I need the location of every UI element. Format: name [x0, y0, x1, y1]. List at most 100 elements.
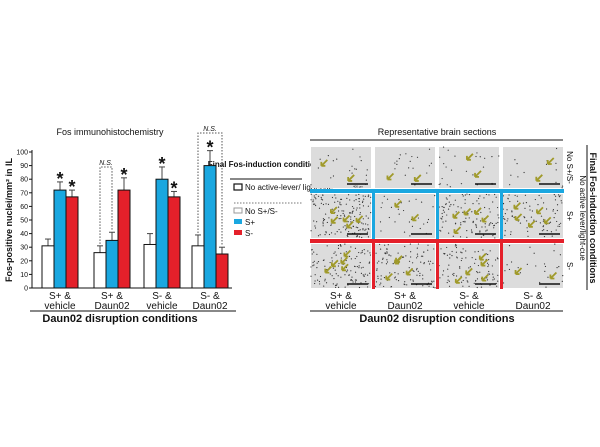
fos-nucleus: [310, 230, 312, 232]
fos-nucleus: [337, 265, 340, 267]
fos-nucleus: [453, 274, 455, 277]
fos-nucleus: [313, 195, 315, 197]
fos-nucleus: [368, 261, 371, 263]
fos-nucleus: [312, 261, 314, 264]
fos-nucleus: [335, 286, 337, 288]
fos-nucleus: [340, 204, 342, 206]
fos-nucleus: [560, 200, 562, 202]
fos-nucleus: [449, 186, 451, 188]
ns-label: N.S.: [203, 126, 217, 133]
fos-nucleus: [344, 225, 346, 227]
fos-nucleus: [351, 279, 353, 282]
fos-nucleus: [453, 272, 455, 275]
fos-nucleus: [383, 285, 385, 288]
fos-nucleus: [504, 213, 506, 215]
fos-nucleus: [476, 152, 478, 154]
sections-row-group-label: No active lever/light-cue: [578, 175, 587, 261]
fos-nucleus: [506, 220, 508, 222]
s-minus-column-line: [500, 239, 503, 289]
fos-nucleus: [438, 206, 440, 208]
fos-nucleus: [556, 209, 558, 212]
fos-nucleus: [492, 234, 494, 237]
fos-nucleus: [535, 265, 537, 267]
fos-nucleus: [341, 210, 343, 212]
fos-nucleus: [427, 249, 429, 251]
fos-nucleus: [488, 194, 490, 196]
fos-nucleus: [379, 248, 382, 250]
fos-nucleus: [337, 210, 340, 212]
fos-nucleus: [497, 221, 499, 224]
fos-nucleus: [502, 282, 505, 284]
sections-row-title: Final Fos-induction conditions: [588, 153, 598, 284]
fos-nucleus: [462, 248, 464, 250]
fos-nucleus: [351, 205, 354, 208]
fos-nucleus: [332, 175, 335, 177]
fos-nucleus: [526, 263, 528, 265]
fos-nucleus: [513, 216, 515, 218]
fos-nucleus: [325, 232, 327, 234]
bar-0-1: [93, 252, 107, 289]
fos-nucleus: [381, 202, 383, 204]
fos-nucleus: [525, 202, 528, 204]
fos-nucleus: [345, 229, 347, 231]
fos-nucleus: [325, 282, 328, 284]
fos-nucleus: [438, 183, 440, 186]
fos-nucleus: [316, 221, 318, 223]
legend-swatch: [234, 230, 242, 235]
fos-nucleus: [486, 229, 488, 231]
brain-section-image: [502, 194, 563, 238]
fos-nucleus: [366, 169, 368, 171]
y-tick-label: 100: [16, 150, 28, 157]
fos-nucleus: [494, 193, 496, 196]
fos-nucleus: [316, 267, 318, 269]
fos-nucleus: [375, 281, 378, 283]
fos-nucleus: [390, 206, 393, 208]
fos-nucleus: [405, 153, 407, 155]
fos-nucleus: [354, 271, 357, 273]
fos-nucleus: [447, 149, 449, 151]
y-tick-label: 10: [20, 272, 28, 279]
fos-nucleus: [453, 204, 455, 206]
fos-nucleus: [492, 201, 494, 203]
bar-0-0: [41, 245, 55, 289]
fos-nucleus: [354, 281, 357, 283]
fos-nucleus: [549, 221, 552, 223]
fos-nucleus: [446, 184, 448, 186]
category-label-line2: vehicle: [44, 301, 76, 312]
fos-nucleus: [465, 217, 467, 219]
sections-title: Representative brain sections: [378, 127, 497, 137]
fos-nucleus: [442, 221, 444, 223]
fos-nucleus: [342, 212, 344, 215]
fos-nucleus: [555, 162, 557, 164]
fos-nucleus: [396, 163, 398, 165]
fos-nucleus: [529, 246, 531, 248]
fos-nucleus: [492, 279, 494, 281]
fos-nucleus: [417, 217, 420, 219]
section-background: [311, 244, 371, 288]
fos-nucleus: [339, 244, 341, 246]
scale-bar-label: 400 µm: [353, 185, 364, 189]
fos-nucleus: [394, 276, 397, 278]
section-background: [311, 147, 371, 188]
fos-nucleus: [467, 281, 469, 283]
fos-nucleus: [344, 243, 346, 245]
fos-nucleus: [350, 218, 352, 220]
fos-nucleus: [511, 210, 513, 212]
fos-nucleus: [383, 195, 385, 197]
fos-nucleus: [491, 156, 493, 158]
fos-nucleus: [471, 211, 473, 213]
fos-nucleus: [460, 281, 463, 283]
fos-nucleus: [311, 249, 313, 251]
fos-nucleus: [443, 252, 445, 255]
fos-nucleus: [408, 221, 411, 223]
fos-nucleus: [449, 257, 451, 259]
fos-nucleus: [412, 270, 414, 272]
fos-nucleus: [471, 257, 473, 259]
fos-nucleus: [479, 195, 481, 197]
arrow-icon: [405, 267, 414, 276]
fos-nucleus: [340, 252, 342, 254]
fos-nucleus: [426, 172, 428, 174]
fos-nucleus: [507, 197, 509, 199]
arrow-icon: [330, 216, 339, 224]
fos-nucleus: [397, 279, 400, 282]
